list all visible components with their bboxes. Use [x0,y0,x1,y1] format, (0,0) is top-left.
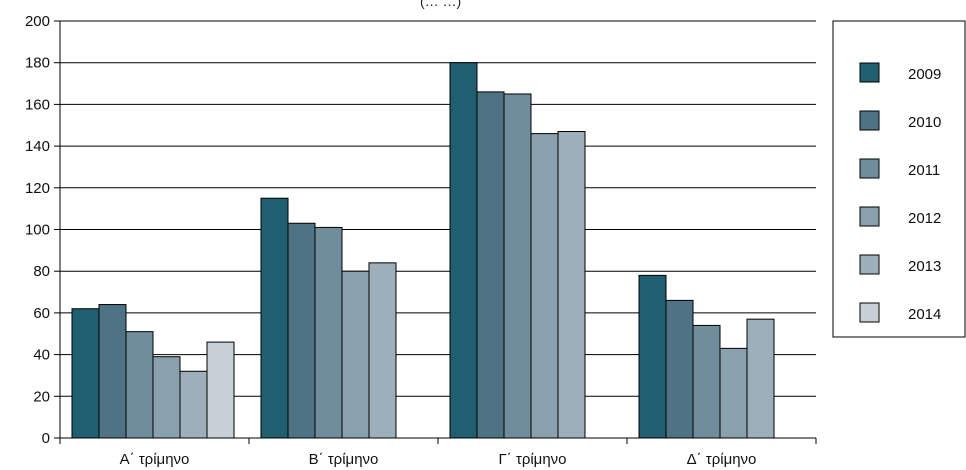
y-axis-ticks: 0 20 40 60 80 100 120 140 160 180 200 [25,13,60,447]
legend-label-2009: 2009 [908,66,941,83]
y-tick-label: 20 [33,388,50,405]
y-tick-label: 180 [25,55,50,72]
bar-2012-3 [530,133,559,439]
bar-2009-4 [638,274,667,439]
legend-box [832,20,966,338]
x-axis-labels: Α΄ τρίμηνο Β΄ τρίμηνο Γ΄ τρίμηνο Δ΄ τρίμηνο [120,451,757,468]
x-category-label: Β΄ τρίμηνο [309,451,379,468]
legend-label-2010: 2010 [908,114,941,131]
legend-swatch-2014 [859,302,880,323]
y-tick-label: 100 [25,222,50,239]
bar-2010-4 [665,299,694,439]
bar-2010-2 [287,222,316,439]
x-category-label: Γ΄ τρίμηνο [498,451,566,468]
bar-2013-1 [179,370,208,439]
bar-2012-4 [719,347,748,439]
x-category-label: Δ΄ τρίμηνο [687,451,757,468]
x-category-label: Α΄ τρίμηνο [120,451,190,468]
legend-label-2014: 2014 [908,306,941,323]
legend-swatch-2009 [859,62,880,83]
y-tick-label: 140 [25,138,50,155]
bar-2009-1 [71,308,100,439]
legend-swatch-2010 [859,110,880,131]
y-tick-label: 40 [33,347,50,364]
legend-swatch-2011 [859,158,880,179]
bar-2009-3 [449,62,478,439]
legend-swatch-2013 [859,254,880,275]
bar-2012-2 [341,270,370,439]
bar-2012-1 [152,356,181,439]
legend: 2009 2010 2011 2012 2013 2014 [832,20,966,338]
bar-2013-3 [557,131,586,439]
legend-label-2013: 2013 [908,258,941,275]
bar-2010-1 [98,304,127,439]
bar-2009-2 [260,197,289,439]
bar-2010-3 [476,91,505,439]
y-tick-label: 80 [33,263,50,280]
y-tick-label: 0 [42,430,50,447]
y-tick-label: 60 [33,305,50,322]
chart-title-fragment: (… …) [420,0,461,9]
legend-label-2011: 2011 [908,162,940,179]
bar-2011-4 [692,324,721,439]
y-tick-label: 160 [25,96,50,113]
bar-2013-4 [746,318,775,439]
bar-2014-1 [206,341,235,439]
bar-2011-2 [314,226,343,439]
y-tick-label: 200 [25,13,50,30]
bars [71,62,775,439]
legend-label-2012: 2012 [908,210,941,227]
y-tick-label: 120 [25,180,50,197]
bar-2011-3 [503,93,532,439]
gridlines [60,20,816,397]
bar-2011-1 [125,331,154,439]
legend-swatch-2012 [859,206,880,227]
bar-2013-2 [368,262,397,439]
